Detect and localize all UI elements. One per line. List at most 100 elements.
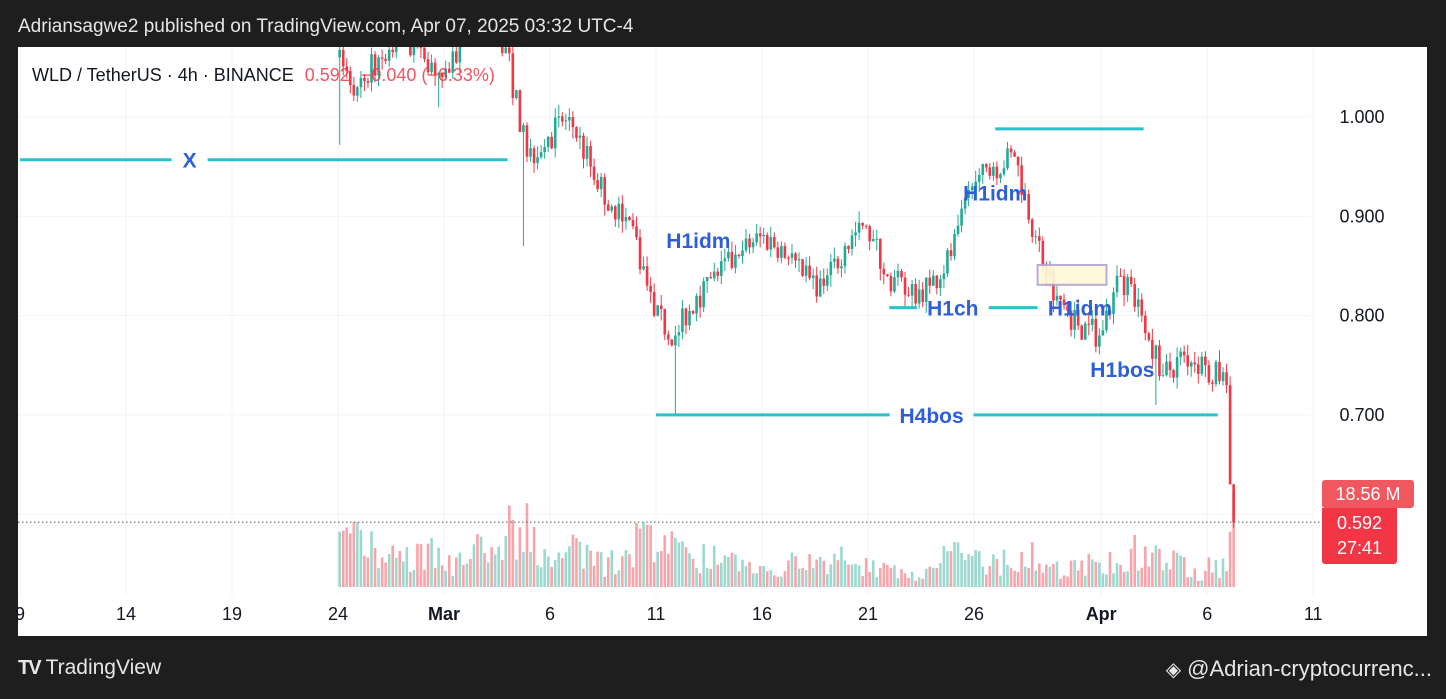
volume-bar [741,559,744,587]
volume-bar [1020,551,1023,587]
annotation-label: H1idm [963,182,1027,205]
candle-body [543,146,546,153]
candle-body [932,275,935,286]
volume-bar [847,564,850,587]
volume-bar [928,566,932,587]
volume-bar [352,522,356,587]
candle-body [1027,194,1030,220]
volume-bar [380,557,384,587]
volume-bar [483,553,486,587]
volume-bar [617,570,621,587]
candle-body [631,220,635,227]
candle-body [617,203,621,220]
volume-bar [667,553,670,587]
volume-bar [504,535,508,587]
candle-body [995,166,999,179]
symbol-info[interactable]: WLD / TetherUS · 4h · BINANCE [32,65,294,85]
candle-body [1023,194,1027,196]
volume-bar [857,565,861,587]
volume-bar [709,568,712,587]
candle-body [1030,219,1034,237]
x-tick-label: 26 [964,604,984,624]
volume-bar [1158,548,1161,587]
volume-bar [882,562,886,587]
candle-body [1038,236,1041,241]
last-price: 0.592 [1336,513,1383,533]
candle-body [822,278,826,286]
candle-body [836,258,840,269]
candle-body [1228,385,1232,485]
volume-bar [1154,545,1158,587]
volume-bar [1034,570,1038,587]
candle-body [974,181,977,187]
candle-body [1105,310,1108,331]
candle-body [1069,310,1073,330]
volume-bar [688,553,691,587]
candle-body [444,68,447,78]
volume-bar [539,567,543,587]
volume-bar [705,567,709,587]
candle-body [910,284,914,296]
volume-bar [543,549,546,587]
volume-bar [826,573,829,587]
tradingview-logo[interactable]: TV TradingView [18,656,161,680]
volume-bar [1140,567,1144,587]
candle-body [886,274,889,276]
candle-body [426,59,430,73]
volume-bar [1197,580,1200,587]
candle-body [960,208,963,226]
volume-bar [437,547,440,587]
candle-body [1059,295,1062,300]
candle-body [741,250,744,257]
tradingview-logo-text: TradingView [45,656,162,679]
candle-body [1094,318,1098,347]
candle-body [406,32,409,37]
volume-bar [953,542,956,587]
candle-body [681,308,684,333]
volume-bar [727,556,730,587]
chart-panel[interactable] [18,47,1427,636]
candle-body [466,29,469,37]
volume-bar [575,538,578,587]
candle-body [1066,305,1069,311]
candle-body [889,275,893,292]
candle-body [794,253,797,261]
author-handle[interactable]: ◈ @Adrian-cryptocurrenc... [1166,656,1432,682]
candles [338,23,1235,528]
candle-body [663,309,667,335]
volume-bar [469,558,472,587]
candle-body [896,270,900,278]
candle-body [490,23,493,36]
candle-body [850,235,854,250]
candle-body [1122,275,1126,295]
volume-bar [1211,572,1214,587]
volume-bars [338,492,1235,587]
candle-body [801,259,804,276]
candle-body [1151,339,1154,359]
volume-bar [1218,577,1221,587]
volume-bar [377,568,380,587]
candle-body [578,135,582,138]
candle-body [423,47,426,60]
candle-body [599,176,603,190]
volume-bar [698,573,702,587]
volume-bar [716,564,720,587]
volume-bar [737,571,741,587]
volume-bar [387,554,391,587]
annotation-label: H1bos [1090,359,1154,382]
order-block-box [1036,263,1108,286]
volume-bar [455,557,458,587]
volume-bar [398,550,402,587]
candle-body [440,72,444,78]
volume-bar [511,519,515,587]
volume-bar [730,553,734,587]
volume-bar [822,560,826,587]
volume-bar [391,545,394,587]
candle-body [1091,318,1094,325]
volume-bar [532,526,536,587]
candle-body [893,277,896,292]
candle-body [1211,382,1214,384]
volume-bar [1105,574,1108,587]
volume-bar [628,554,631,587]
